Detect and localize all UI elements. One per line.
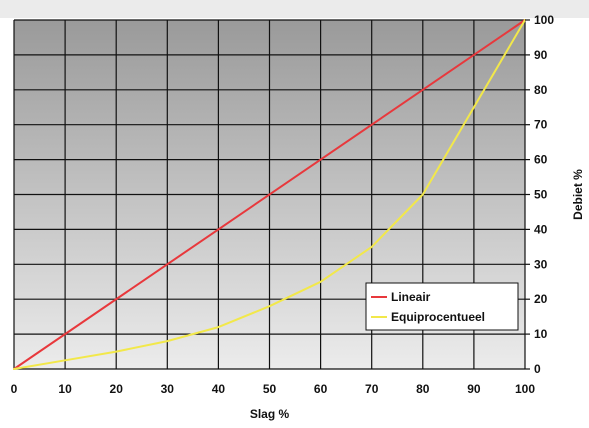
series-lines (13, 19, 526, 370)
y-tick-label: 20 (534, 292, 548, 306)
x-tick-label: 40 (212, 382, 226, 396)
x-tick-label: 20 (110, 382, 124, 396)
y-tick-label: 100 (534, 13, 554, 27)
y-tick-label: 50 (534, 188, 548, 202)
x-tick-label: 50 (263, 382, 277, 396)
y-tick-label: 90 (534, 48, 548, 62)
x-tick-label: 0 (11, 382, 18, 396)
x-tick-label: 70 (365, 382, 379, 396)
x-axis-title: Slag % (250, 407, 290, 421)
x-tick-label: 100 (515, 382, 535, 396)
y-tick-label: 10 (534, 327, 548, 341)
x-tick-label: 30 (161, 382, 175, 396)
y-tick-label: 30 (534, 257, 548, 271)
axes: 0 10 20 30 40 50 60 70 80 90 100 0 10 20 30 40 50 60 70 80 9… (11, 13, 585, 421)
series-line-0 (13, 19, 526, 370)
legend-box (365, 282, 519, 331)
x-tick-label: 80 (416, 382, 430, 396)
x-tick-label: 10 (58, 382, 72, 396)
legend-label-1: Equiprocentueel (391, 310, 485, 324)
x-tick-label: 90 (467, 382, 481, 396)
y-axis-title: Debiet % (571, 169, 585, 220)
y-tick-label: 70 (534, 118, 548, 132)
y-tick-label: 0 (534, 362, 541, 376)
legend: Lineair Equiprocentueel (365, 282, 519, 331)
top-band (0, 0, 589, 18)
series-line-1 (13, 19, 526, 370)
x-tick-label: 60 (314, 382, 328, 396)
y-tick-label: 40 (534, 222, 548, 236)
y-tick-label: 80 (534, 83, 548, 97)
legend-label-0: Lineair (391, 290, 431, 304)
y-tick-label: 60 (534, 153, 548, 167)
